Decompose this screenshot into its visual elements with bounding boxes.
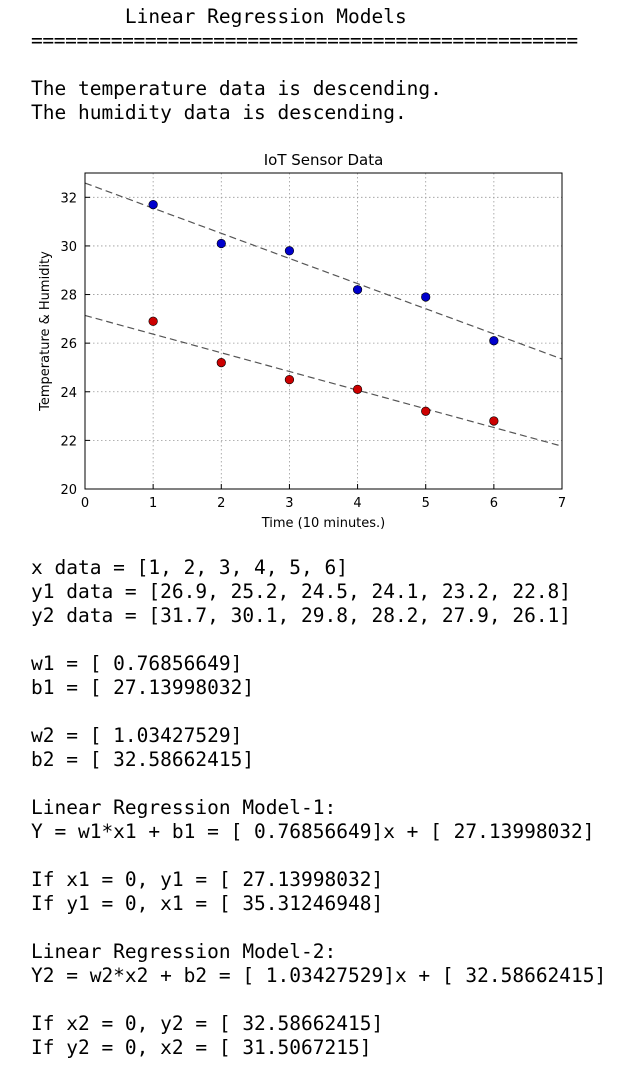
- data-point: [148, 199, 158, 210]
- chart-title: IoT Sensor Data: [264, 151, 384, 169]
- x-tick-label: 1: [149, 496, 157, 511]
- data-point: [148, 316, 158, 326]
- output-line: b2 = [ 32.58662415]: [31, 748, 255, 771]
- output-line: If x1 = 0, y1 = [ 27.13998032]: [31, 868, 384, 891]
- data-point: [421, 406, 431, 416]
- humidity-trend-text: The humidity data is descending.: [31, 101, 407, 124]
- y-tick-label: 22: [60, 434, 77, 449]
- iot-sensor-chart: 0 1 2 3 4 5 6 7 20 22 24 26 28 30 32 IoT Sensor Data T…: [38, 151, 566, 531]
- regression-line: [84, 182, 563, 360]
- axis-ticks: 0 1 2 3 4 5 6 7 20 22 24 26 28 30 32: [60, 191, 566, 511]
- regression-lines: [84, 182, 563, 447]
- data-point: [216, 358, 226, 368]
- chart-grid: [84, 173, 563, 490]
- output-line: w1 = [ 0.76856649]: [31, 652, 243, 675]
- output-line: If x2 = 0, y2 = [ 32.58662415]: [31, 1012, 384, 1035]
- data-point: [352, 384, 363, 394]
- regression-line: [84, 314, 563, 447]
- y-tick-label: 30: [60, 240, 77, 255]
- x-tick-label: 4: [353, 496, 361, 511]
- title-rule: ========================================…: [31, 29, 578, 52]
- output-line: Y2 = w2*x2 + b2 = [ 1.03427529]x + [ 32.…: [31, 964, 607, 987]
- y-tick-label: 20: [60, 483, 77, 498]
- x-axis-label: Time (10 minutes.): [261, 516, 386, 531]
- x-tick-label: 3: [285, 496, 293, 511]
- y-tick-label: 26: [60, 337, 77, 352]
- data-point: [284, 246, 295, 256]
- x-tick-label: 2: [217, 496, 225, 511]
- y-axis-label: Temperature & Humidity: [38, 251, 53, 412]
- x-tick-label: 5: [422, 496, 430, 511]
- page-title: Linear Regression Models: [31, 5, 407, 28]
- plot-frame: [84, 172, 563, 490]
- output-line: Linear Regression Model-2:: [31, 940, 337, 963]
- output-line: w2 = [ 1.03427529]: [31, 724, 243, 747]
- output-line: Y = w1*x1 + b1 = [ 0.76856649]x + [ 27.1…: [31, 820, 595, 843]
- temperature-trend-text: The temperature data is descending.: [31, 77, 442, 100]
- x-tick-label: 6: [490, 496, 498, 511]
- x-tick-label: 0: [81, 496, 89, 511]
- output-line: Linear Regression Model-1:: [31, 796, 337, 819]
- data-point: [352, 285, 363, 295]
- y-tick-label: 32: [60, 191, 77, 206]
- data-point: [489, 416, 499, 426]
- output-line: y2 data = [31.7, 30.1, 29.8, 28.2, 27.9,…: [31, 604, 572, 627]
- data-point: [489, 336, 499, 346]
- data-point: [421, 292, 431, 302]
- output-line: b1 = [ 27.13998032]: [31, 676, 255, 699]
- y-tick-label: 28: [60, 289, 77, 304]
- output-line: If y1 = 0, x1 = [ 35.31246948]: [31, 892, 384, 915]
- data-point: [284, 375, 295, 385]
- output-line: If y2 = 0, x2 = [ 31.5067215]: [31, 1036, 372, 1059]
- data-points: [148, 199, 499, 426]
- output-line: y1 data = [26.9, 25.2, 24.5, 24.1, 23.2,…: [31, 580, 572, 603]
- y-tick-label: 24: [60, 386, 77, 401]
- x-tick-label: 7: [558, 496, 566, 511]
- output-line: x data = [1, 2, 3, 4, 5, 6]: [31, 556, 348, 579]
- data-point: [216, 238, 226, 249]
